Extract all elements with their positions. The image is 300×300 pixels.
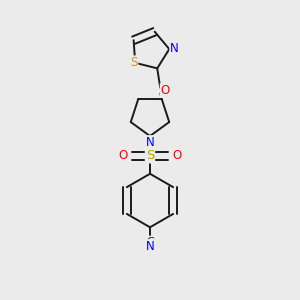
Text: N: N bbox=[146, 240, 154, 253]
Text: C: C bbox=[146, 236, 154, 247]
Text: O: O bbox=[172, 149, 182, 162]
Text: N: N bbox=[146, 136, 154, 149]
Text: S: S bbox=[146, 149, 154, 162]
Text: S: S bbox=[130, 56, 137, 69]
Text: O: O bbox=[118, 149, 128, 162]
Text: N: N bbox=[170, 42, 179, 55]
Text: O: O bbox=[160, 84, 170, 97]
